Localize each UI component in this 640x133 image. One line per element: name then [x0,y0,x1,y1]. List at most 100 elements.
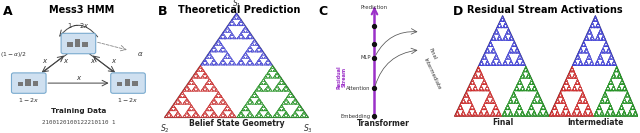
Point [508,45,518,47]
Point [243,60,253,62]
Point [184,80,195,83]
Point [602,112,612,114]
Point [542,113,552,115]
Point [490,102,500,104]
Point [202,87,212,90]
Point [508,45,518,47]
Point [216,64,227,66]
Point [461,90,472,92]
Point [248,42,258,44]
Point [276,103,287,105]
Point [582,55,593,58]
Point [510,64,520,66]
Point [256,82,266,84]
Point [460,113,470,115]
Point [212,43,223,45]
Point [184,84,195,86]
Point [242,38,252,40]
Point [573,107,584,109]
Point [559,88,570,90]
Point [599,63,609,65]
Point [280,98,291,100]
Point [202,116,212,118]
Point [259,104,269,106]
Point [184,110,195,112]
Point [578,91,588,93]
Point [504,40,515,42]
Point [479,105,489,107]
Point [458,99,468,102]
Point [518,71,529,73]
Point [259,64,269,66]
Point [601,88,611,91]
Point [246,34,257,36]
Point [489,35,499,37]
Point [481,58,492,60]
Point [257,51,268,53]
Point [519,62,529,64]
Point [225,31,236,33]
Point [262,63,272,65]
Point [531,88,541,90]
Point [272,72,282,74]
Point [269,67,280,69]
Point [177,92,188,94]
Point [596,29,607,32]
Point [559,107,569,109]
Point [260,76,270,78]
Point [205,107,216,109]
Point [586,27,596,29]
Point [183,100,193,102]
Point [207,60,218,62]
Point [219,111,229,113]
Point [602,112,612,114]
Point [228,18,238,20]
Point [275,106,285,108]
Point [504,55,515,57]
Point [573,80,584,83]
Point [517,90,527,92]
Point [625,96,635,98]
Point [173,111,184,114]
Point [495,112,505,114]
Point [205,51,215,53]
Point [541,111,551,113]
Point [516,89,527,91]
Point [244,99,254,101]
Point [461,93,472,95]
Point [560,89,570,91]
Point [262,64,272,66]
Point [477,85,487,87]
Point [248,116,258,118]
Point [513,89,523,91]
Point [250,94,260,96]
Point [587,22,597,24]
Point [221,31,231,33]
Point [507,44,517,46]
Point [596,58,606,60]
Point [550,109,560,111]
Point [620,102,630,105]
Point [517,112,527,114]
Point [202,83,212,86]
Point [537,101,547,103]
Point [604,89,614,91]
Point [625,103,635,105]
Point [484,89,494,92]
Point [587,27,597,29]
Point [509,96,520,98]
Point [197,67,207,69]
Point [256,88,266,90]
Point [511,63,521,65]
Point [598,101,608,103]
Point [214,37,224,39]
Point [598,47,608,50]
Point [479,109,489,111]
Point [277,105,287,107]
Point [495,22,506,24]
Point [279,90,289,92]
Point [476,60,486,62]
Point [564,114,575,116]
Point [483,95,493,97]
Point [213,93,223,95]
